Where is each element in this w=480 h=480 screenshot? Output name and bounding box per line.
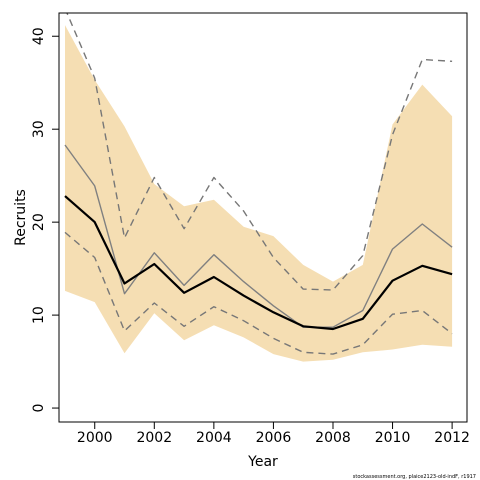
x-tick-label: 2000 [77, 430, 113, 446]
y-tick-label: 20 [31, 213, 47, 231]
x-tick-label: 2004 [196, 430, 232, 446]
series-line-1 [64, 144, 453, 328]
y-tick-label: 0 [31, 404, 47, 413]
confidence-band [65, 25, 453, 362]
x-tick-label: 2008 [315, 430, 351, 446]
y-tick-label: 40 [31, 27, 47, 45]
footnote: stockassessment.org, plaice2123-old-indF… [353, 474, 476, 480]
y-tick-label: 10 [31, 306, 47, 324]
y-tick-label: 30 [31, 120, 47, 138]
series-line-3 [64, 231, 453, 355]
series-line-2 [66, 13, 453, 291]
y-axis: 0 10 20 30 40 [31, 27, 60, 413]
x-tick-label: 2006 [256, 430, 292, 446]
series-line-0 [64, 195, 453, 331]
plot-area [64, 13, 453, 362]
y-axis-label: Recruits [13, 189, 29, 246]
x-tick-label: 2002 [136, 430, 172, 446]
x-tick-label: 2010 [375, 430, 411, 446]
x-axis: 2000 2002 2004 2006 2008 2010 2012 [77, 421, 470, 446]
x-axis-label: Year [247, 454, 278, 470]
x-tick-label: 2012 [434, 430, 470, 446]
